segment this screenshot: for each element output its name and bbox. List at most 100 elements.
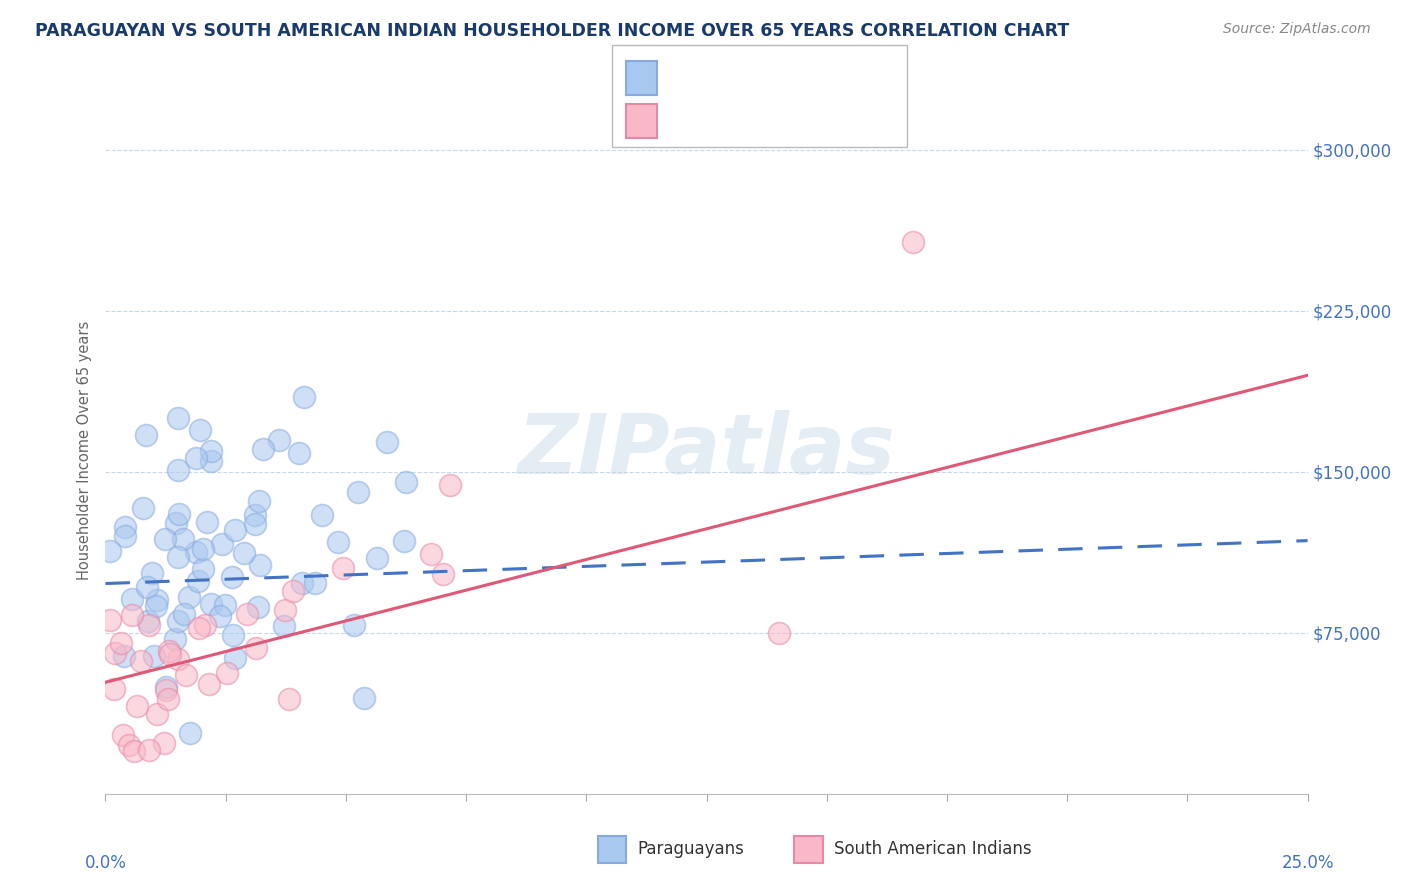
Text: PARAGUAYAN VS SOUTH AMERICAN INDIAN HOUSEHOLDER INCOME OVER 65 YEARS CORRELATION: PARAGUAYAN VS SOUTH AMERICAN INDIAN HOUS… (35, 22, 1070, 40)
Point (138, 618, 160, 632)
Point (233, 546, 256, 560)
Point (141, 566, 163, 580)
Point (208, 609, 231, 624)
Text: R = 0.086   N = 65: R = 0.086 N = 65 (671, 69, 841, 87)
Text: R = 0.673   N = 35: R = 0.673 N = 35 (671, 112, 841, 130)
Point (184, 450, 207, 465)
Point (245, 641, 267, 656)
Text: ZIPatlas: ZIPatlas (517, 410, 896, 491)
Point (768, 626, 790, 640)
Point (304, 575, 326, 590)
Point (311, 508, 333, 522)
Point (118, 739, 141, 753)
Point (131, 500, 153, 515)
Point (166, 462, 188, 476)
Point (283, 583, 305, 598)
Point (278, 692, 301, 706)
Point (200, 597, 222, 611)
Point (243, 508, 266, 522)
Point (174, 668, 197, 682)
Point (135, 427, 157, 442)
Point (274, 603, 297, 617)
Point (200, 454, 222, 468)
Text: 25.0%: 25.0% (1281, 854, 1334, 872)
Point (903, 235, 925, 250)
Point (138, 743, 160, 757)
Point (222, 627, 245, 641)
Point (246, 600, 269, 615)
Point (249, 558, 271, 572)
Text: Source: ZipAtlas.com: Source: ZipAtlas.com (1223, 22, 1371, 37)
Point (166, 411, 188, 425)
Point (392, 533, 415, 548)
Point (167, 549, 190, 564)
Point (142, 648, 165, 663)
Point (188, 423, 211, 437)
Point (211, 537, 233, 551)
Point (343, 618, 366, 632)
Point (375, 435, 398, 450)
Text: South American Indians: South American Indians (834, 840, 1032, 858)
Point (159, 648, 181, 662)
Point (224, 524, 246, 538)
Point (121, 592, 143, 607)
Point (146, 593, 169, 607)
Point (191, 541, 214, 556)
Point (188, 621, 211, 635)
Point (193, 618, 215, 632)
Point (291, 576, 314, 591)
Point (165, 516, 187, 530)
Point (167, 652, 190, 666)
Point (432, 566, 454, 581)
Point (292, 390, 315, 404)
Point (153, 533, 176, 547)
Point (155, 680, 177, 694)
Point (165, 632, 187, 646)
Point (197, 676, 219, 690)
Point (103, 681, 125, 696)
Y-axis label: Householder Income Over 65 years: Householder Income Over 65 years (77, 321, 93, 580)
Point (173, 607, 195, 622)
Point (366, 551, 388, 566)
Point (114, 519, 136, 533)
Point (98, 544, 121, 558)
Point (129, 654, 152, 668)
Point (125, 698, 148, 713)
Point (156, 691, 179, 706)
Point (236, 607, 259, 622)
Point (243, 516, 266, 531)
Point (167, 615, 190, 629)
Point (145, 599, 167, 614)
Point (439, 478, 461, 492)
Point (159, 644, 181, 658)
Text: Paraguayans: Paraguayans (637, 840, 744, 858)
Point (191, 562, 214, 576)
Point (273, 619, 295, 633)
Point (267, 433, 290, 447)
Point (288, 446, 311, 460)
Point (214, 598, 236, 612)
Point (177, 590, 200, 604)
Point (332, 561, 354, 575)
Point (224, 651, 246, 665)
Point (179, 726, 201, 740)
Point (104, 646, 127, 660)
Point (136, 615, 159, 629)
Point (122, 744, 145, 758)
Point (353, 691, 375, 706)
Point (217, 666, 239, 681)
Point (200, 444, 222, 458)
Point (98, 613, 121, 627)
Point (187, 574, 209, 589)
Point (114, 529, 136, 543)
Point (112, 648, 135, 663)
Point (111, 728, 134, 742)
Text: 0.0%: 0.0% (84, 854, 127, 872)
Point (136, 580, 159, 594)
Point (153, 736, 176, 750)
Point (155, 683, 177, 698)
Point (252, 442, 274, 456)
Point (221, 570, 243, 584)
Point (121, 607, 143, 622)
Point (172, 532, 194, 546)
